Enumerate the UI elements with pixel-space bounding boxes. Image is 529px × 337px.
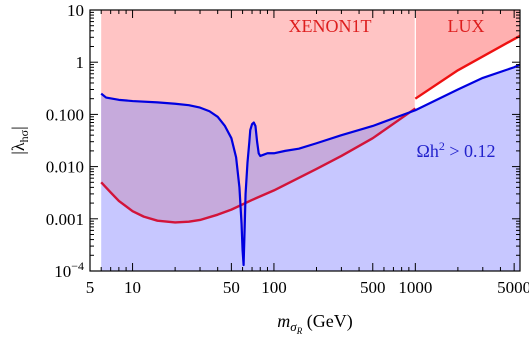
y-tick-label: 0.001 [46,210,84,229]
x-tick-label: 10 [124,278,141,297]
relic-label-tail: > 0.12 [445,141,496,161]
x-tick-label: 5000 [497,278,529,297]
x-label-sub1: σ [290,319,297,334]
lux-excluded-region [415,10,520,109]
y-tick-exponent: −4 [71,259,84,273]
xenon1t-label: XENON1T [289,16,372,36]
xenon1t-excluded-region [101,10,416,266]
x-label-main: m [277,311,290,331]
y-tick-label: 10−4 [54,259,84,281]
relic-label-sup: 2 [439,139,445,153]
y-label-sub: hσ [17,129,31,142]
relic-density-curve [100,63,520,267]
relic-label-omega: Ωh [416,141,438,161]
lux-label: LUX [448,16,485,36]
y-tick-label: 1 [76,53,85,72]
x-label-sub2: R [296,326,303,336]
x-tick-label: 100 [261,278,287,297]
relic-density-label: Ωh2 > 0.12 [416,139,495,161]
y-label-pre: |λ [8,142,28,155]
xenon1t-limit-curve [100,107,417,224]
x-tick-label: 5 [86,278,95,297]
data-series [100,34,520,267]
axis-ticks [89,9,520,272]
x-tick-label: 50 [223,278,240,297]
plot-frame [89,9,521,272]
x-tick-label: 500 [360,278,386,297]
x-axis-label: mσR (GeV) [277,311,352,336]
x-tick-label: 1000 [398,278,432,297]
y-axis-label: |λhσ| [8,126,31,154]
x-label-unit: (GeV) [302,311,352,332]
y-label-post: | [8,126,28,130]
y-tick-label: 10 [67,1,84,20]
lux-limit-curve [414,34,520,100]
y-tick-label: 0.100 [46,105,84,124]
y-tick-label: 0.010 [46,158,84,177]
tick-labels: 5 10 50 100 500 1000 500010−40.0010.0100.10011… [46,1,529,297]
